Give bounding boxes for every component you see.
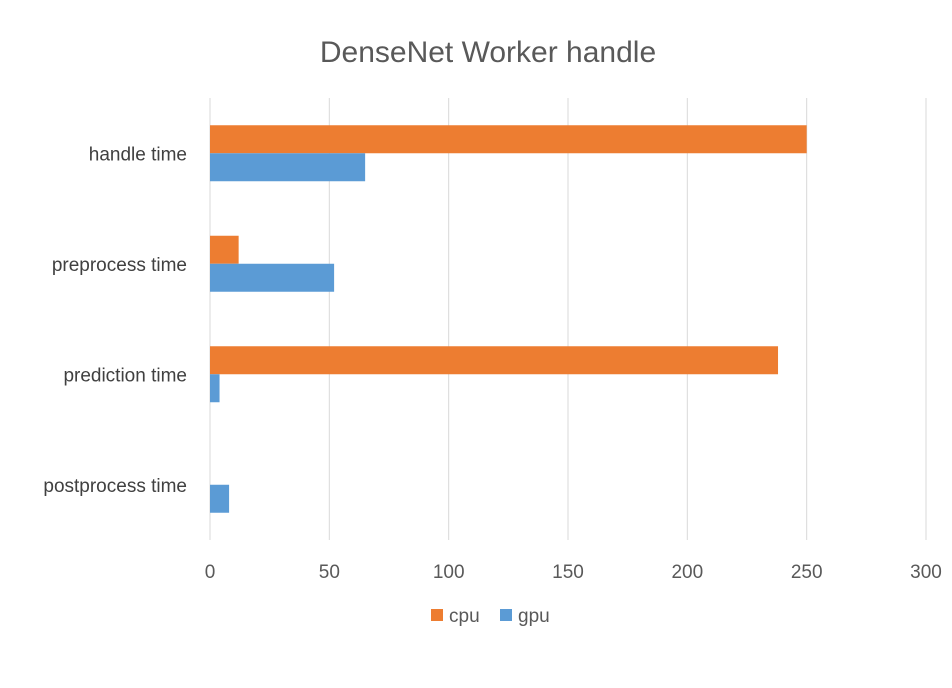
x-tick-250: 250	[791, 562, 823, 583]
bar-gpu-3	[210, 484, 230, 513]
chart-title: DenseNet Worker handle	[320, 36, 656, 69]
category-labels: handle time preprocess time prediction tim…	[43, 144, 187, 497]
legend: cpu gpu	[431, 606, 550, 627]
x-tick-0: 0	[205, 562, 216, 583]
x-tick-100: 100	[433, 562, 465, 583]
legend-swatch-cpu	[431, 609, 443, 621]
bar-gpu-2	[210, 374, 220, 403]
legend-label-gpu: gpu	[518, 606, 550, 627]
bar-gpu-1	[210, 263, 335, 292]
category-label-0: handle time	[89, 144, 187, 165]
legend-swatch-gpu	[500, 609, 512, 621]
x-tick-300: 300	[910, 562, 942, 583]
bar-cpu-2	[210, 346, 779, 375]
x-tick-150: 150	[552, 562, 584, 583]
bar-cpu-1	[210, 235, 239, 264]
x-tick-50: 50	[319, 562, 340, 583]
x-tick-labels: 0 50 100 150 200 250 300	[205, 562, 942, 583]
category-label-1: preprocess time	[52, 255, 187, 276]
bar-gpu-0	[210, 153, 366, 182]
category-label-2: prediction time	[63, 365, 187, 386]
bar-cpu-0	[210, 125, 807, 154]
category-label-3: postprocess time	[43, 476, 187, 497]
bars	[210, 125, 807, 513]
legend-label-cpu: cpu	[449, 606, 480, 627]
x-tick-200: 200	[671, 562, 703, 583]
